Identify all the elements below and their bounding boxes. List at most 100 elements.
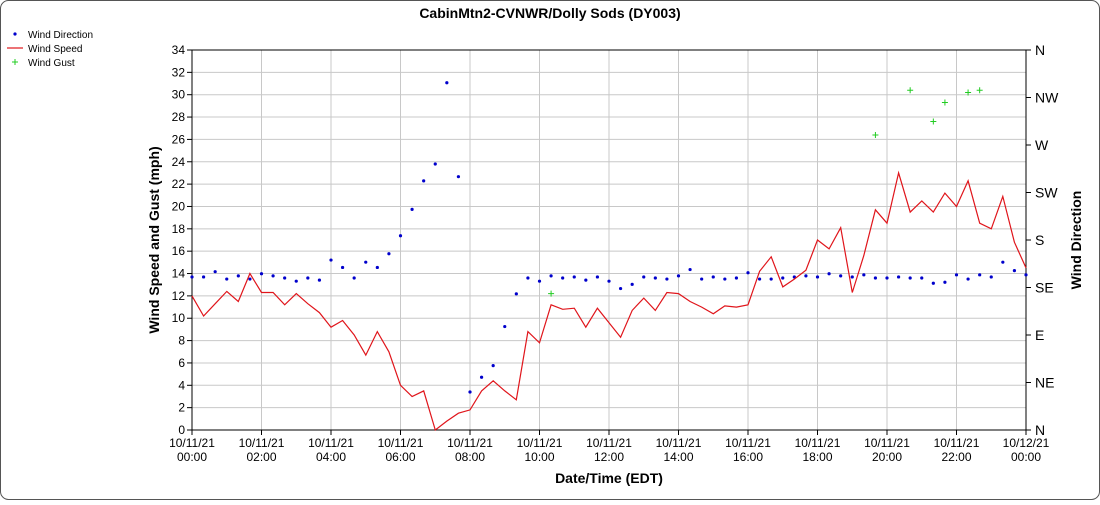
direction-point [896, 275, 901, 279]
legend-swatch [12, 59, 18, 65]
legend-label: Wind Direction [28, 30, 93, 41]
gust-point [930, 118, 937, 125]
y-tick-label: 34 [172, 43, 186, 57]
direction-point [850, 275, 854, 279]
legend-label: Wind Gust [28, 58, 75, 69]
y2-tick-label: NW [1035, 90, 1059, 106]
direction-point [526, 276, 530, 280]
direction-point [781, 276, 785, 280]
direction-point [410, 207, 414, 211]
direction-point [734, 276, 739, 280]
direction-point [213, 270, 217, 274]
direction-point [908, 276, 912, 280]
direction-point [329, 258, 333, 262]
direction-point [1012, 269, 1017, 273]
direction-point [873, 276, 878, 280]
y-tick-label: 30 [172, 88, 186, 102]
direction-point [989, 275, 993, 279]
direction-point [711, 275, 715, 279]
direction-point [642, 275, 646, 279]
direction-point [259, 272, 264, 276]
y-axis-label: Wind Speed and Gust (mph) [146, 146, 162, 333]
speed-line [191, 170, 1027, 432]
y2-axis-label: Wind Direction [1068, 191, 1084, 290]
direction-point [514, 292, 518, 296]
y-tick-label: 26 [172, 132, 186, 146]
x-tick-label: 10/11/21 00:00 [169, 436, 215, 464]
direction-point [317, 278, 322, 282]
x-tick-label: 10/11/21 06:00 [378, 436, 424, 464]
y-tick-label: 6 [178, 356, 185, 370]
gust-point [872, 131, 879, 138]
direction-point [815, 275, 820, 279]
direction-point [364, 260, 368, 264]
x-tick-label: 10/11/21 18:00 [795, 436, 841, 464]
y2-tick-label: SE [1035, 280, 1054, 296]
direction-point [572, 275, 576, 279]
direction-point [190, 275, 194, 279]
direction-point [769, 277, 773, 281]
gust-point [976, 87, 983, 94]
direction-point [839, 274, 843, 278]
legend-label: Wind Speed [28, 44, 82, 55]
direction-point [456, 175, 461, 179]
gust-point [548, 290, 555, 297]
y2-tick-label: SW [1035, 185, 1058, 201]
direction-point [630, 282, 634, 286]
direction-point [1024, 273, 1028, 277]
y-tick-label: 12 [172, 289, 186, 303]
direction-point [618, 286, 623, 291]
direction-point [966, 277, 970, 281]
direction-point [804, 274, 808, 278]
gust-point [941, 99, 948, 106]
direction-point [757, 277, 762, 281]
direction-point [201, 275, 206, 279]
y2-tick-label: E [1035, 327, 1044, 343]
y-tick-label: 0 [178, 423, 185, 437]
y2-tick-label: N [1035, 42, 1045, 58]
x-tick-label: 10/12/21 00:00 [1003, 436, 1050, 464]
direction-point [1001, 260, 1005, 264]
direction-point [584, 278, 588, 282]
direction-point [433, 162, 437, 166]
direction-point [445, 81, 449, 85]
direction-point [931, 281, 935, 285]
direction-point [561, 276, 565, 280]
direction-point [340, 265, 345, 270]
x-tick-label: 10/11/21 10:00 [517, 436, 563, 464]
x-tick-label: 10/11/21 22:00 [934, 436, 980, 464]
x-tick-label: 10/11/21 08:00 [447, 436, 493, 464]
direction-point [676, 274, 681, 278]
direction-point [283, 276, 287, 280]
chart-title: CabinMtn2-CVNWR/Dolly Sods (DY003) [419, 5, 680, 21]
y-tick-label: 16 [172, 244, 186, 258]
direction-point [723, 277, 727, 281]
y-tick-label: 32 [172, 65, 186, 79]
direction-point [294, 279, 298, 283]
direction-point [387, 252, 391, 256]
x-tick-label: 10/11/21 04:00 [308, 436, 354, 464]
y-tick-label: 4 [178, 378, 185, 392]
plot-frame [191, 49, 1027, 431]
x-tick-label: 10/11/21 14:00 [656, 436, 702, 464]
direction-point [468, 390, 472, 394]
x-axis-label: Date/Time (EDT) [555, 470, 663, 486]
direction-point [827, 272, 831, 276]
direction-point [271, 274, 275, 278]
direction-point [352, 276, 356, 280]
direction-point [954, 273, 959, 277]
y2-tick-label: S [1035, 232, 1044, 248]
y-tick-label: 28 [172, 110, 186, 124]
direction-point [665, 277, 669, 281]
direction-point [549, 274, 553, 278]
x-tick-label: 10/11/21 20:00 [864, 436, 910, 464]
direction-point [491, 364, 495, 368]
x-tick-label: 10/11/21 12:00 [586, 436, 632, 464]
direction-point [653, 276, 657, 280]
y-tick-label: 2 [178, 401, 185, 415]
gust-point [907, 87, 914, 94]
y2-tick-label: NE [1035, 375, 1054, 391]
y2-tick-label: W [1035, 137, 1049, 153]
x-tick-label: 10/11/21 16:00 [725, 436, 771, 464]
direction-point [862, 273, 866, 277]
